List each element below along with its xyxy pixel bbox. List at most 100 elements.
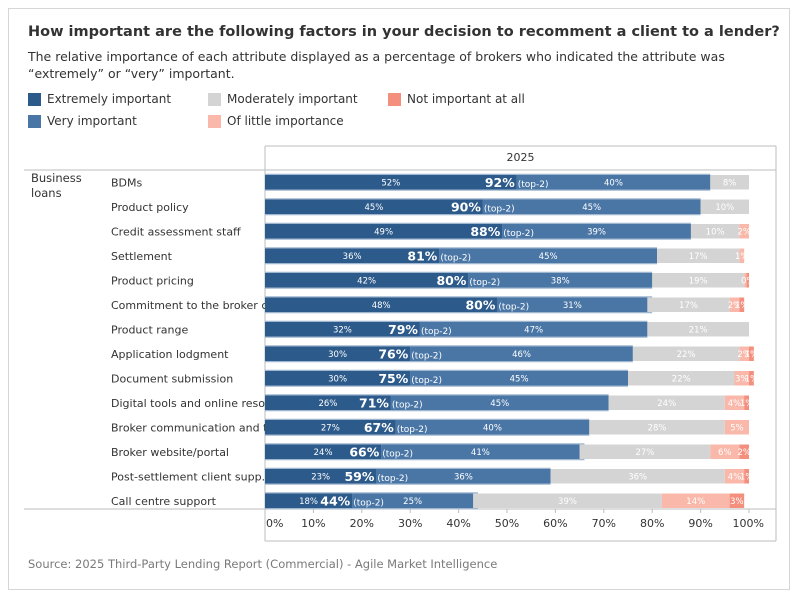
segment-label: 36% bbox=[628, 473, 647, 483]
category-label: Document submission bbox=[111, 372, 233, 385]
bar-segment bbox=[550, 469, 725, 484]
group-label-line-1: Business bbox=[31, 171, 82, 185]
bar-segment bbox=[657, 248, 740, 263]
legend-item-not-important-at-all[interactable]: Not important at all bbox=[388, 92, 525, 106]
top2-label: 90% (top-2) bbox=[451, 199, 515, 214]
legend-swatch bbox=[388, 92, 401, 106]
segment-label: 26% bbox=[318, 399, 337, 409]
bar-segment bbox=[265, 395, 391, 410]
top2-label: 79% (top-2) bbox=[388, 322, 452, 337]
bar-segment bbox=[468, 273, 653, 288]
top2-label: 92% (top-2) bbox=[485, 175, 549, 190]
segment-label: 52% bbox=[381, 179, 400, 189]
segment-label: 38% bbox=[551, 277, 570, 287]
bar-segment bbox=[376, 469, 551, 484]
bar-segment bbox=[265, 493, 353, 508]
segment-label: 2% bbox=[737, 448, 751, 458]
segment-label: 1% bbox=[745, 350, 759, 360]
bar-segment bbox=[589, 420, 725, 435]
legend-item-very-important[interactable]: Very important bbox=[28, 114, 137, 128]
segment-label: 8% bbox=[723, 179, 737, 189]
x-tick-label: 80% bbox=[640, 517, 664, 530]
bar-segment bbox=[734, 371, 749, 386]
bar-segment bbox=[265, 322, 420, 337]
category-label: Broker communication and t.. bbox=[111, 421, 274, 434]
bar-segment bbox=[497, 297, 648, 312]
segment-label: 1% bbox=[740, 473, 754, 483]
legend-label: Of little importance bbox=[227, 114, 344, 128]
bar-segment bbox=[746, 273, 749, 288]
legend-swatch bbox=[28, 114, 41, 128]
legend-label: Moderately important bbox=[227, 92, 358, 106]
segment-label: 1% bbox=[745, 375, 759, 385]
x-tick-label: 100% bbox=[733, 517, 764, 530]
x-tick-label: 20% bbox=[350, 517, 374, 530]
category-label: Product pricing bbox=[111, 274, 194, 287]
bar-segment bbox=[729, 297, 740, 312]
bar-segment bbox=[265, 199, 483, 214]
bar-segment bbox=[608, 395, 725, 410]
segment-label: 32% bbox=[333, 326, 352, 336]
segment-label: 45% bbox=[539, 252, 558, 262]
source-note: Source: 2025 Third-Party Lending Report … bbox=[28, 557, 498, 571]
top2-label: 66% (top-2) bbox=[349, 444, 413, 459]
segment-label: 5% bbox=[730, 424, 744, 434]
bar-segment bbox=[579, 444, 711, 459]
bar-segment bbox=[739, 346, 749, 361]
legend-swatch bbox=[208, 114, 221, 128]
segment-label: 22% bbox=[672, 375, 691, 385]
legend-item-moderately-important[interactable]: Moderately important bbox=[208, 92, 358, 106]
category-label: Commitment to the broker c.. bbox=[111, 299, 274, 312]
segment-label: 45% bbox=[510, 375, 529, 385]
category-label: Product policy bbox=[111, 201, 189, 214]
bar-segment bbox=[724, 420, 749, 435]
segment-label: 21% bbox=[689, 326, 708, 336]
segment-label: 24% bbox=[314, 448, 333, 458]
dashboard-frame bbox=[8, 8, 790, 590]
segment-label: 4% bbox=[728, 399, 742, 409]
legend-item-of-little-importance[interactable]: Of little importance bbox=[208, 114, 344, 128]
segment-label: 45% bbox=[582, 203, 601, 213]
bar-segment bbox=[265, 297, 498, 312]
segment-label: 42% bbox=[357, 277, 376, 287]
bar-segment bbox=[724, 395, 745, 410]
bar-segment bbox=[265, 273, 469, 288]
bar-segment bbox=[690, 224, 740, 239]
segment-label: 45% bbox=[490, 399, 509, 409]
legend-item-extremely-important[interactable]: Extremely important bbox=[28, 92, 171, 106]
bar-segment bbox=[700, 199, 749, 214]
legend-swatch bbox=[28, 92, 41, 106]
segment-label: 23% bbox=[311, 473, 330, 483]
legend-label: Not important at all bbox=[407, 92, 525, 106]
bar-segment bbox=[749, 346, 754, 361]
bar-segment bbox=[439, 248, 658, 263]
bar-segment bbox=[710, 444, 740, 459]
bar-segment bbox=[647, 297, 730, 312]
bar-segment bbox=[652, 273, 745, 288]
segment-label: 40% bbox=[483, 424, 502, 434]
segment-label: 2% bbox=[737, 228, 751, 238]
category-label: BDMs bbox=[111, 176, 143, 189]
x-tick-label: 40% bbox=[446, 517, 470, 530]
segment-label: 28% bbox=[648, 424, 667, 434]
segment-label: 30% bbox=[328, 375, 347, 385]
segment-label: 2% bbox=[728, 301, 742, 311]
bar-segment bbox=[710, 175, 749, 190]
bar-segment bbox=[381, 444, 580, 459]
x-tick-label: 70% bbox=[592, 517, 616, 530]
segment-label: 25% bbox=[403, 497, 422, 507]
x-tick-label: 90% bbox=[688, 517, 712, 530]
bar-segment bbox=[419, 322, 648, 337]
x-tick-label: 50% bbox=[495, 517, 519, 530]
bar-segment bbox=[410, 371, 628, 386]
top2-label: 80% (top-2) bbox=[436, 273, 500, 288]
segment-label: 18% bbox=[299, 497, 318, 507]
bar-segment bbox=[632, 346, 740, 361]
segment-label: 24% bbox=[657, 399, 676, 409]
bar-segment bbox=[265, 371, 411, 386]
segment-label: 2% bbox=[737, 350, 751, 360]
group-label-line-2: loans bbox=[31, 186, 62, 200]
bar-segment bbox=[352, 493, 474, 508]
bar-segment bbox=[265, 224, 503, 239]
segment-label: 19% bbox=[689, 277, 708, 287]
